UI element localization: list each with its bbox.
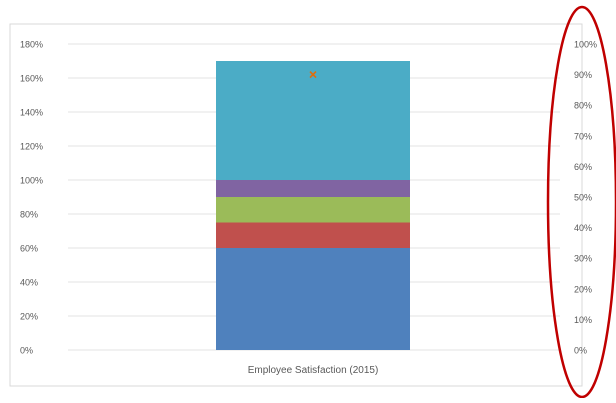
left-tick-label: 60% [20,244,38,254]
right-tick-label: 60% [574,162,592,172]
right-tick-label: 20% [574,284,592,294]
bar-segment-5 [216,61,410,180]
left-tick-label: 120% [20,142,43,152]
bar-segment-1 [216,248,410,350]
right-tick-label: 40% [574,223,592,233]
right-tick-label: 90% [574,70,592,80]
right-tick-label: 10% [574,315,592,325]
left-tick-label: 180% [20,40,43,50]
annotations [546,5,616,399]
left-tick-label: 40% [20,278,38,288]
left-tick-label: 20% [20,312,38,322]
right-tick-label: 100% [574,40,597,50]
markers [309,71,317,79]
x-axis: Employee Satisfaction (2015) [248,365,379,376]
highlight-ellipse [546,5,616,399]
right-tick-label: 0% [574,346,587,356]
bar-segment-2 [216,222,410,248]
scatter-marker-stroke-b [309,71,317,79]
x-category-label: Employee Satisfaction (2015) [248,365,379,376]
bar-segment-4 [216,180,410,197]
left-tick-label: 0% [20,346,33,356]
right-y-axis: 0% 10% 20% 30% 40% 50% 60% 70% 80% 90% 100% [574,40,597,356]
bars [216,61,410,350]
left-y-axis: 0% 20% 40% 60% 80% 100% 120% 140% 160% 180% [20,40,43,356]
right-tick-label: 30% [574,254,592,264]
right-tick-label: 70% [574,131,592,141]
right-tick-label: 50% [574,193,592,203]
left-tick-label: 160% [20,74,43,84]
right-tick-label: 80% [574,101,592,111]
left-tick-label: 140% [20,108,43,118]
bar-segment-3 [216,197,410,223]
left-tick-label: 80% [20,210,38,220]
left-tick-label: 100% [20,176,43,186]
